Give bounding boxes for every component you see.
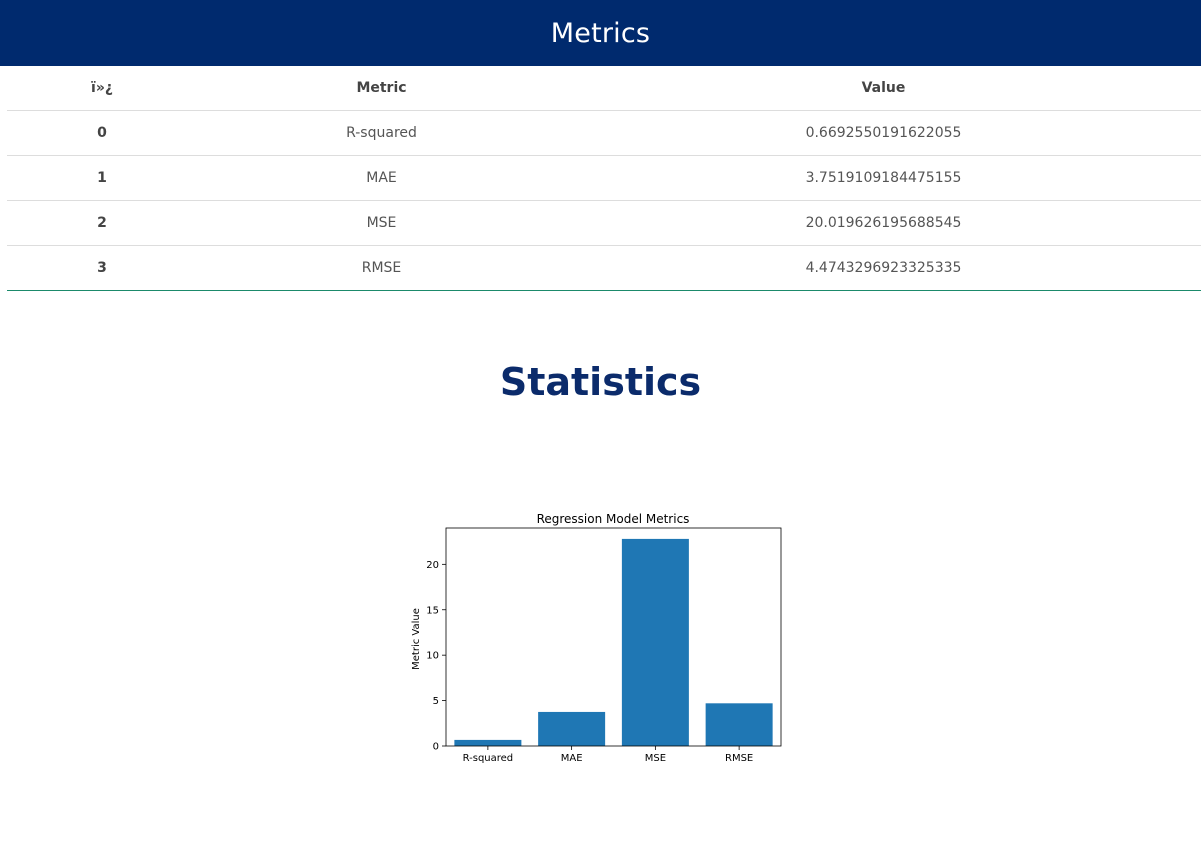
chart-y-axis-label: Metric Value (411, 608, 422, 670)
chart-y-tick-label: 0 (433, 742, 439, 753)
table-header-row: ï»¿ Metric Value (7, 66, 1201, 111)
chart-bar (538, 711, 606, 746)
row-metric: MSE (197, 200, 566, 246)
table-row: 3 RMSE 4.4743296923325335 (7, 245, 1201, 291)
table-row: 0 R-squared 0.6692550191622055 (7, 110, 1201, 156)
column-header-index: ï»¿ (7, 66, 197, 111)
chart-bar (705, 703, 773, 746)
statistics-heading: Statistics (499, 360, 702, 404)
metrics-chart: Regression Model Metrics Metric Value R-… (400, 505, 800, 770)
row-index: 3 (7, 245, 197, 291)
chart-plot-area: R-squared MAE MSE RMSE 0 5 10 15 20 (426, 527, 782, 764)
row-index: 2 (7, 200, 197, 246)
row-value: 0.6692550191622055 (566, 110, 1201, 156)
row-index: 1 (7, 155, 197, 201)
table-row: 1 MAE 3.7519109184475155 (7, 155, 1201, 201)
table-row: 2 MSE 20.019626195688545 (7, 200, 1201, 246)
page-title: Metrics (550, 17, 651, 49)
chart-bar (454, 739, 522, 746)
chart-frame (445, 527, 782, 747)
column-header-value: Value (566, 66, 1201, 111)
chart-x-tick-label: R-squared (463, 753, 514, 764)
chart-bar (621, 538, 689, 746)
metrics-table: ï»¿ Metric Value 0 R-squared 0.669255019… (7, 66, 1201, 291)
chart-y-tick-label: 15 (426, 605, 439, 616)
row-metric: R-squared (197, 110, 566, 156)
chart-x-tick-label: MSE (645, 753, 666, 764)
row-value: 20.019626195688545 (566, 200, 1201, 246)
chart-y-tick-label: 10 (426, 651, 439, 662)
row-metric: MAE (197, 155, 566, 201)
row-value: 3.7519109184475155 (566, 155, 1201, 201)
row-value: 4.4743296923325335 (566, 245, 1201, 291)
chart-y-tick-label: 20 (426, 560, 439, 571)
chart-title: Regression Model Metrics (537, 512, 690, 526)
chart-svg: Regression Model Metrics Metric Value R-… (411, 512, 782, 764)
chart-x-tick-label: RMSE (725, 753, 753, 764)
page-header: Metrics (0, 0, 1201, 66)
chart-x-tick-label: MAE (561, 753, 583, 764)
row-index: 0 (7, 110, 197, 156)
column-header-metric: Metric (197, 66, 566, 111)
row-metric: RMSE (197, 245, 566, 291)
chart-y-tick-label: 5 (433, 696, 439, 707)
